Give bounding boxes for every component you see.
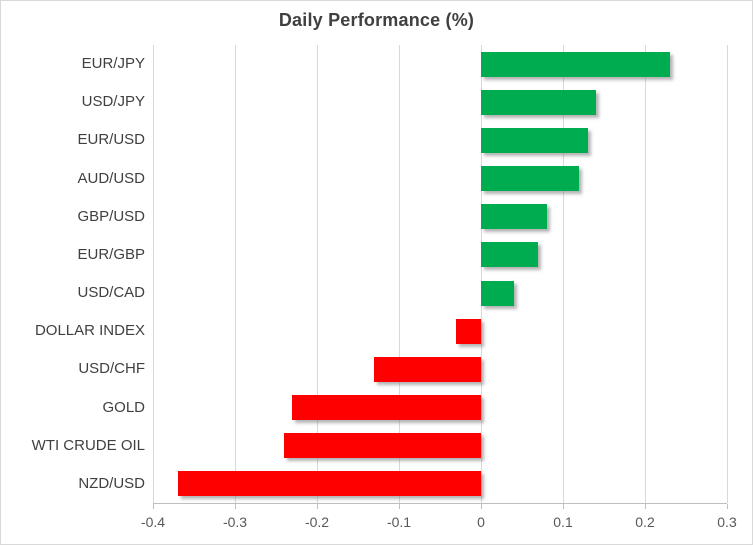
- axis-tick: [398, 504, 400, 509]
- gridline: [644, 45, 646, 503]
- category-label: DOLLAR INDEX: [34, 322, 145, 340]
- bar-eur-usd: [481, 127, 588, 153]
- x-tick-label: 0.1: [553, 514, 573, 530]
- bar-nzd-usd: [177, 471, 481, 497]
- gridline: [726, 45, 728, 503]
- bar-gold: [292, 395, 481, 421]
- bar-usd-chf: [374, 356, 481, 382]
- bar-dollar-index: [456, 318, 481, 344]
- category-label: EUR/JPY: [81, 55, 145, 73]
- x-tick-label: 0.3: [717, 514, 737, 530]
- bar-wti-crude-oil: [284, 433, 481, 459]
- bar-aud-usd: [481, 166, 580, 192]
- category-label: USD/JPY: [81, 93, 145, 111]
- axis-tick: [644, 504, 646, 509]
- gridline: [316, 45, 318, 503]
- gridline: [480, 45, 482, 503]
- gridline: [234, 45, 236, 503]
- x-tick-label: -0.3: [222, 514, 248, 530]
- chart-title: Daily Performance (%): [278, 10, 475, 30]
- gridline: [398, 45, 400, 503]
- axis-tick: [562, 504, 564, 509]
- bar-usd-jpy: [481, 89, 596, 115]
- x-tick-label: -0.4: [140, 514, 166, 530]
- category-label: USD/CHF: [78, 360, 145, 378]
- axis-tick: [152, 504, 154, 509]
- axis-tick: [316, 504, 318, 509]
- gridline: [152, 45, 154, 503]
- x-tick-label: 0.2: [635, 514, 655, 530]
- axis-tick: [234, 504, 236, 509]
- category-label: EUR/USD: [77, 131, 145, 149]
- bar-eur-gbp: [481, 242, 539, 268]
- category-label: USD/CAD: [77, 284, 145, 302]
- category-label: AUD/USD: [77, 169, 145, 187]
- category-label: GOLD: [102, 398, 145, 416]
- bar-usd-cad: [481, 280, 514, 306]
- axis-tick: [480, 504, 482, 509]
- bar-eur-jpy: [481, 51, 670, 77]
- x-tick-label: 0: [477, 514, 485, 530]
- x-tick-label: -0.1: [386, 514, 412, 530]
- axis-tick: [726, 504, 728, 509]
- x-tick-label: -0.2: [304, 514, 330, 530]
- category-label: GBP/USD: [77, 207, 145, 225]
- category-label: WTI CRUDE OIL: [31, 436, 145, 454]
- category-label: EUR/GBP: [77, 245, 145, 263]
- category-label: NZD/USD: [78, 474, 145, 492]
- gridline: [562, 45, 564, 503]
- plot-area: [152, 45, 728, 504]
- bar-gbp-usd: [481, 204, 547, 230]
